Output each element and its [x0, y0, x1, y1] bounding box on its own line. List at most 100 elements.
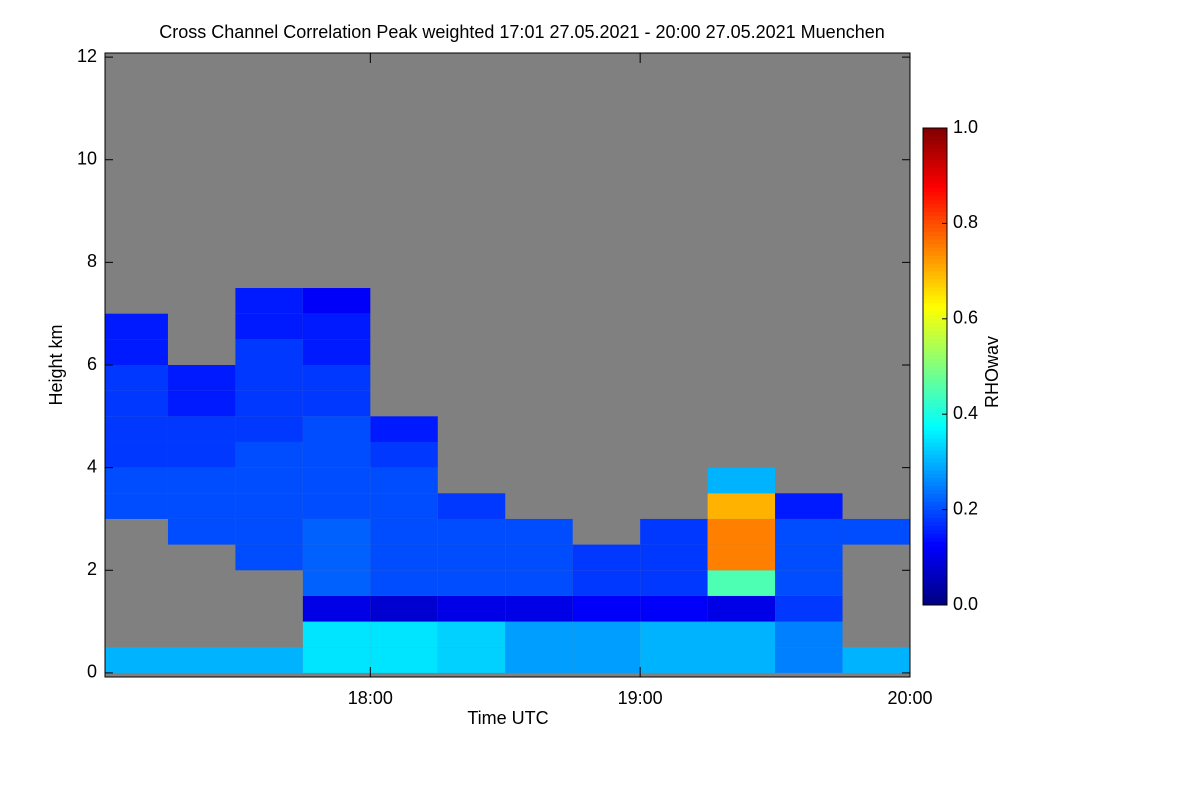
colorbar-label: RHOwav [982, 336, 1002, 408]
colorbar-segment [923, 219, 947, 224]
colorbar-segment [923, 298, 947, 304]
colorbar-segment [923, 410, 947, 415]
colorbar-segment [923, 545, 947, 550]
colorbar-segment [923, 183, 947, 189]
colorbar-segment [923, 163, 947, 169]
colorbar-segment [923, 306, 947, 312]
colorbar-segment [923, 362, 947, 367]
x-tick-label: 18:00 [348, 688, 393, 708]
colorbar-segment [923, 577, 947, 582]
colorbar-segment [923, 151, 947, 157]
heatmap-cell [105, 313, 168, 340]
heatmap-cell [370, 441, 438, 468]
colorbar-segment [923, 171, 947, 177]
colorbar-segment [923, 290, 947, 296]
colorbar-segment [923, 461, 947, 467]
heatmap-cell [775, 570, 843, 596]
colorbar-segment [923, 378, 947, 383]
colorbar-segment [923, 549, 947, 554]
heatmap-cell [167, 493, 236, 519]
colorbar-segment [923, 402, 947, 407]
colorbar-segment [923, 215, 947, 220]
colorbar-tick-label: 0.4 [953, 403, 978, 423]
heatmap-cell [105, 467, 168, 494]
heatmap-cell [302, 544, 371, 571]
colorbar-segment [923, 593, 947, 598]
colorbar-segment [923, 231, 947, 236]
colorbar-segment [923, 131, 947, 137]
chart-title: Cross Channel Correlation Peak weighted … [159, 22, 885, 42]
heatmap-cell [167, 365, 236, 391]
heatmap-cell [235, 647, 303, 673]
heatmap-cell [105, 390, 168, 417]
heatmap-cell [572, 595, 641, 622]
colorbar-segment [923, 203, 947, 208]
heatmap-cell [105, 339, 168, 365]
heatmap-cell [842, 518, 910, 545]
colorbar-segment [923, 533, 947, 538]
colorbar-segment [923, 382, 947, 387]
colorbar-segment [923, 422, 947, 427]
colorbar-segment [923, 195, 947, 201]
colorbar-segment [923, 473, 947, 479]
colorbar-segment [923, 481, 947, 487]
colorbar-segment [923, 334, 947, 340]
heatmap-cell [235, 441, 303, 468]
heatmap-cell [167, 647, 236, 673]
heatmap-cell [167, 390, 236, 417]
heatmap-cell [235, 416, 303, 442]
heatmap-cell [370, 647, 438, 673]
colorbar-segment [923, 267, 947, 272]
y-tick-label: 0 [87, 662, 97, 682]
heatmap-cell [572, 570, 641, 596]
heatmap-cell [505, 621, 573, 648]
heatmap-cell [775, 621, 843, 648]
colorbar-segment [923, 143, 947, 149]
colorbar-segment [923, 541, 947, 546]
colorbar-segment [923, 489, 947, 495]
heatmap-cell [105, 647, 168, 673]
colorbar-segment [923, 525, 947, 530]
colorbar-segment [923, 505, 947, 511]
heatmap-cell [167, 416, 236, 442]
y-tick-label: 4 [87, 456, 97, 476]
colorbar-segment [923, 457, 947, 463]
colorbar-segment [923, 279, 947, 284]
colorbar-segment [923, 434, 947, 439]
colorbar-segment [923, 597, 947, 602]
heatmap-cell [640, 570, 708, 596]
heatmap-cell [775, 493, 843, 519]
colorbar-segment [923, 529, 947, 534]
colorbar-segment [923, 167, 947, 173]
heatmap-cell [707, 647, 776, 673]
colorbar-segment [923, 207, 947, 212]
heatmap-cell [505, 570, 573, 596]
colorbar-segment [923, 581, 947, 586]
heatmap-cell [437, 544, 506, 571]
colorbar-segment [923, 275, 947, 280]
colorbar-segment [923, 155, 947, 161]
heatmap-cell [437, 518, 506, 545]
colorbar-segment [923, 430, 947, 435]
colorbar-segment [923, 147, 947, 153]
axes: 0 2 4 6 8 10 12 18:00 19:00 20:00 0.0 0.2 0.4 0.6 0.8 1… [77, 46, 978, 708]
colorbar-segment [923, 465, 947, 471]
heatmap-cell [505, 595, 573, 622]
colorbar-segment [923, 326, 947, 332]
colorbar-segment [923, 390, 947, 395]
heatmap-cell [302, 467, 371, 494]
colorbar-segment [923, 601, 947, 606]
heatmap-cell [302, 518, 371, 545]
colorbar-segment [923, 139, 947, 145]
heatmap-cell [707, 493, 776, 519]
x-tick-label: 19:00 [618, 688, 663, 708]
colorbar-segment [923, 386, 947, 391]
heatmap-cell [302, 313, 371, 340]
colorbar-segment [923, 330, 947, 336]
heatmap-cell [707, 467, 776, 494]
heatmap-cell [640, 621, 708, 648]
heatmap-cell [302, 595, 371, 622]
y-axis-label: Height km [46, 324, 66, 405]
heatmap-cell [235, 288, 303, 314]
colorbar-tick-label: 0.8 [953, 212, 978, 232]
